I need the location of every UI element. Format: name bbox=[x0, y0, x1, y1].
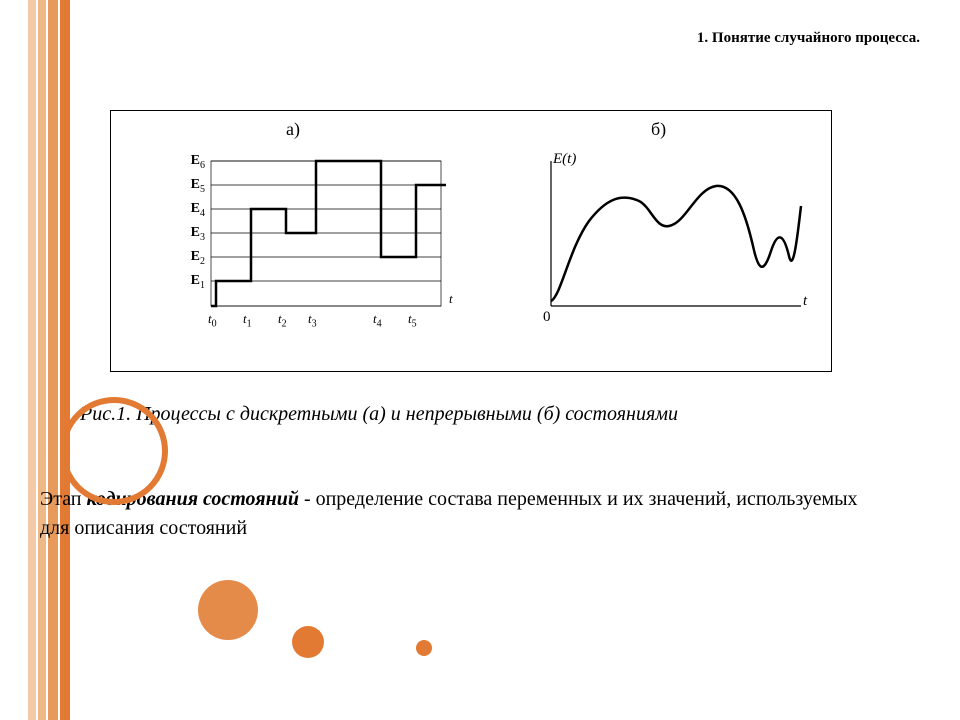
y-axis-label: E6 bbox=[175, 153, 205, 171]
y-axis-label: E5 bbox=[175, 177, 205, 195]
y-axis-label: E3 bbox=[175, 225, 205, 243]
chart-continuous: E(t) t 0 bbox=[521, 151, 821, 351]
x-axis-label: t3 bbox=[308, 311, 317, 330]
x-axis-label: t1 bbox=[243, 311, 252, 330]
x-axis-label: t0 bbox=[208, 311, 217, 330]
y-axis-label: E4 bbox=[175, 201, 205, 219]
section-title: 1. Понятие случайного процесса. bbox=[697, 30, 920, 47]
panel-a-label: а) bbox=[286, 119, 300, 140]
chart-b-x-label: t bbox=[803, 293, 807, 310]
chart-b-origin: 0 bbox=[543, 309, 551, 326]
x-axis-label: t2 bbox=[278, 311, 287, 330]
figure-container: а) б) E6E5E4E3E2E1t0t1t2t3t4t5t E(t) t 0 bbox=[110, 110, 832, 372]
body-paragraph: Этап кодирования состояний - определение… bbox=[40, 485, 870, 543]
y-axis-label: E2 bbox=[175, 249, 205, 267]
x-axis-label: t5 bbox=[408, 311, 417, 330]
panel-b-label: б) bbox=[651, 119, 666, 140]
y-axis-label: E1 bbox=[175, 273, 205, 291]
x-axis-label: t4 bbox=[373, 311, 382, 330]
left-stripes bbox=[28, 0, 78, 720]
caption-text: Процессы с дискретными (а) и непрерывным… bbox=[136, 403, 678, 425]
figure-caption: Рис.1. Процессы с дискретными (а) и непр… bbox=[80, 400, 780, 428]
chart-a-t-axis: t bbox=[449, 291, 453, 307]
chart-b-y-label: E(t) bbox=[553, 151, 576, 168]
chart-discrete: E6 E5 E4 E3 E2 E1 t0 t1 t2 t3 t4 t5 t bbox=[171, 151, 471, 351]
